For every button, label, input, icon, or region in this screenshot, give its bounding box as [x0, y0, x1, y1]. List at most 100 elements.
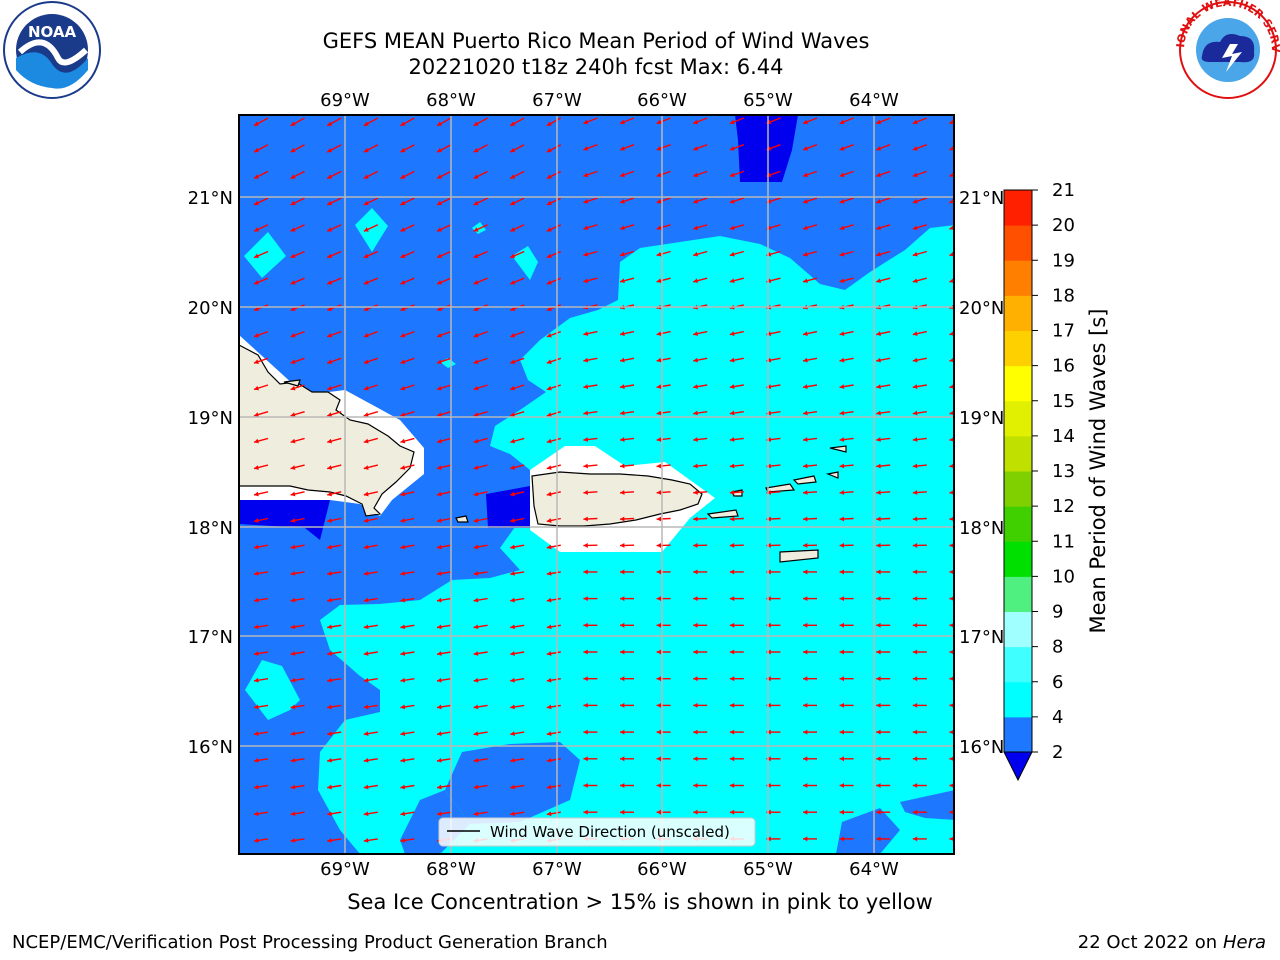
- wind-arrow-head: [876, 516, 881, 522]
- wind-arrow-head: [583, 199, 589, 204]
- wind-arrow-head: [437, 253, 442, 259]
- wind-arrow-head: [510, 253, 516, 259]
- wind-arrow-head: [510, 200, 516, 206]
- wind-arrow-head: [546, 147, 552, 153]
- wind-arrow-head: [729, 278, 735, 284]
- wind-arrow-head: [803, 278, 808, 284]
- wind-arrow-head: [473, 200, 479, 206]
- wind-arrow-head: [803, 410, 808, 416]
- wind-arrow-head: [473, 651, 479, 656]
- wind-arrow-head: [949, 809, 954, 815]
- wind-arrow-head: [546, 174, 552, 179]
- wind-arrow-head: [949, 863, 953, 868]
- wind-arrow-head: [620, 516, 625, 522]
- wind-arrow-head: [254, 757, 259, 763]
- wind-arrow-head: [473, 438, 479, 444]
- wind-arrow-head: [290, 651, 296, 656]
- wind-arrow-head: [583, 437, 589, 442]
- noaa-logo-text: NOAA: [28, 23, 77, 41]
- wind-arrow-head: [327, 624, 332, 630]
- wind-arrow-head: [620, 490, 625, 495]
- wind-arrow-head: [254, 624, 259, 630]
- wind-arrow-head: [730, 863, 734, 868]
- wind-arrow-head: [327, 147, 333, 153]
- wind-arrow-head: [290, 571, 296, 576]
- wind-arrow-head: [620, 569, 625, 575]
- wind-arrow-head: [363, 465, 369, 470]
- band-below-2-mona: [486, 486, 532, 528]
- wind-arrow-head: [803, 809, 808, 815]
- wind-arrow-head: [400, 385, 406, 391]
- wind-arrow-head: [693, 331, 698, 336]
- wind-arrow-head: [766, 384, 772, 389]
- wind-arrow-head: [510, 677, 515, 683]
- wind-arrow-head: [839, 251, 845, 257]
- wind-arrow-head: [400, 359, 406, 364]
- wind-arrow-head: [290, 544, 296, 550]
- wind-arrow-head: [912, 649, 918, 655]
- wind-arrow-head: [437, 811, 442, 817]
- wind-arrow-head: [254, 651, 259, 656]
- wind-arrow-head: [363, 544, 369, 550]
- wind-arrow-head: [876, 199, 882, 204]
- colorbar-tick-label: 19: [1052, 250, 1075, 271]
- band-2-4-southeast-pocket: [836, 808, 900, 854]
- wind-arrow-head: [729, 676, 735, 682]
- wind-arrow-head: [876, 146, 882, 151]
- wind-arrow-head: [400, 757, 406, 763]
- colorbar-tick-label: 8: [1052, 637, 1063, 658]
- wind-arrow-head: [693, 384, 698, 389]
- wind-wave-arrows: [253, 117, 954, 870]
- wind-arrow-head: [949, 569, 954, 575]
- wind-arrow-head: [290, 332, 296, 338]
- lat-label-left: 18°N: [188, 518, 233, 539]
- wind-arrow-head: [693, 676, 698, 682]
- wind-arrow-head: [803, 225, 808, 231]
- wind-arrow-head: [876, 729, 881, 735]
- wind-arrow-head: [803, 357, 808, 363]
- wind-arrow-head: [290, 838, 296, 843]
- wind-arrow-head: [729, 251, 735, 257]
- wind-arrow-head: [473, 784, 479, 790]
- wind-arrow-head: [510, 865, 515, 870]
- wind-arrow-head: [912, 225, 918, 231]
- title-line-1: GEFS MEAN Puerto Rico Mean Period of Win…: [322, 29, 870, 53]
- wind-arrow-head: [254, 306, 259, 311]
- wind-arrow-head: [839, 569, 844, 575]
- wind-arrow-head: [327, 784, 332, 790]
- wind-arrow-head: [437, 597, 442, 603]
- colorbar-segment: [1004, 541, 1032, 577]
- wind-arrow-head: [620, 809, 625, 815]
- wind-arrow-head: [729, 703, 735, 708]
- wind-arrow-head: [546, 332, 552, 338]
- noaa-logo: NOAA: [3, 1, 101, 99]
- wind-arrow-head: [693, 146, 699, 151]
- wind-arrow-head: [839, 410, 845, 416]
- wind-arrow-head: [693, 809, 698, 815]
- colorbar-tick-label: 13: [1052, 461, 1075, 482]
- band-4-6-small-a: [244, 232, 286, 278]
- wind-arrow-head: [473, 306, 479, 311]
- colorbar-segment: [1004, 611, 1032, 648]
- wind-arrow-head: [290, 412, 296, 417]
- colorbar-segment: [1004, 225, 1032, 261]
- wind-arrow-head: [949, 703, 954, 708]
- wind-arrow-head: [583, 622, 588, 628]
- wind-arrow-head: [400, 865, 405, 870]
- wind-arrow-head: [327, 253, 333, 259]
- wind-arrow-head: [912, 783, 918, 788]
- wind-arrow-head: [949, 622, 954, 628]
- wind-arrow-head: [912, 703, 918, 708]
- wind-arrow-head: [729, 119, 735, 125]
- wind-arrow-head: [912, 569, 918, 575]
- colorbar-tick-label: 11: [1052, 531, 1075, 552]
- wind-arrow-head: [327, 438, 333, 444]
- wind-arrow-head: [656, 543, 662, 548]
- wind-arrow-head: [729, 437, 735, 442]
- wind-arrow-head: [839, 836, 844, 842]
- colorbar-segment: [1004, 576, 1032, 612]
- wind-arrow-head: [327, 359, 333, 364]
- land-hispaniola: [239, 344, 415, 517]
- wind-arrow-head: [583, 729, 588, 735]
- wind-arrow-head: [729, 199, 735, 204]
